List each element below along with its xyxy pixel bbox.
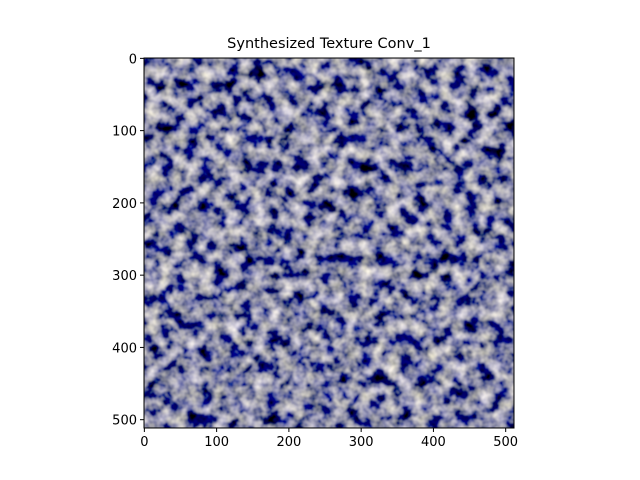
x-tick-label: 400	[421, 435, 446, 450]
x-tick-label: 200	[276, 435, 301, 450]
y-tick-label: 0	[129, 52, 137, 67]
x-tick-label: 0	[140, 435, 148, 450]
y-tick-label: 400	[112, 341, 137, 356]
x-tick-label: 500	[493, 435, 518, 450]
texture-image	[144, 58, 514, 428]
y-tick-label: 100	[112, 125, 137, 140]
x-tick-label: 300	[349, 435, 374, 450]
chart-title: Synthesized Texture Conv_1	[227, 36, 431, 52]
y-tick-label: 200	[112, 197, 137, 212]
y-tick-label: 300	[112, 269, 137, 284]
axes-frame	[143, 57, 515, 429]
x-tick-label: 100	[204, 435, 229, 450]
y-tick-label: 500	[112, 414, 137, 429]
